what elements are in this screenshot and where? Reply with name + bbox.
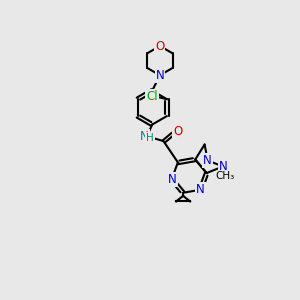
- Text: N: N: [140, 130, 149, 142]
- Text: O: O: [155, 40, 164, 52]
- Text: N: N: [168, 173, 177, 186]
- Text: N: N: [155, 69, 164, 82]
- Text: N: N: [203, 154, 212, 167]
- Text: CH₃: CH₃: [215, 171, 234, 182]
- Text: N: N: [219, 160, 227, 173]
- Text: O: O: [173, 125, 182, 138]
- Text: N: N: [196, 183, 205, 196]
- Text: Cl: Cl: [146, 90, 158, 103]
- Text: H: H: [146, 133, 154, 142]
